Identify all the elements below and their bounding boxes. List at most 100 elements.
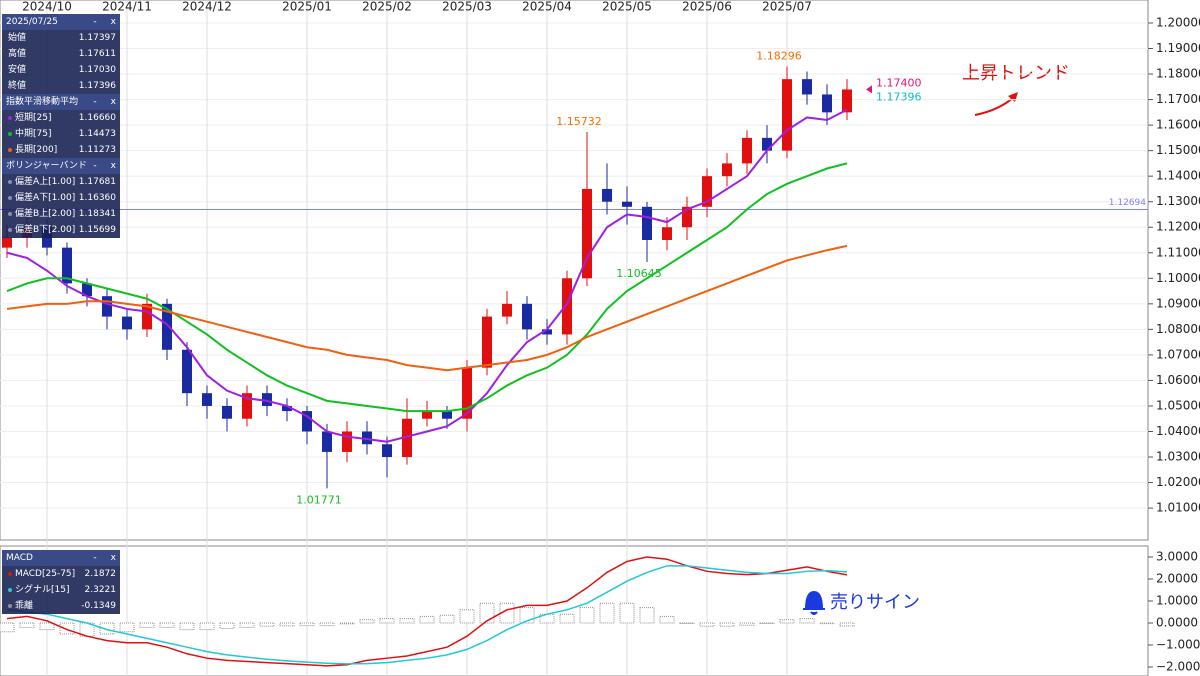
candle-body: [722, 163, 732, 177]
row-label-text: 中期[75]: [15, 129, 52, 139]
candle-body: [342, 431, 352, 452]
candle-body: [202, 393, 212, 406]
panel-row: 偏差A上[1.00] 1.17681: [2, 174, 120, 190]
row-value: 1.17397: [78, 33, 116, 43]
histogram-bar: [579, 607, 595, 624]
bell-icon: [803, 590, 825, 615]
row-value: 1.17396: [78, 81, 116, 91]
histogram-bar: [459, 609, 475, 624]
histogram-bar: [159, 622, 175, 628]
row-label-text: 高値: [8, 49, 27, 59]
panel-row: 短期[25] 1.16660: [2, 110, 120, 126]
panel-row: 終値 1.17396: [2, 78, 120, 94]
row-dot: [8, 572, 12, 576]
extreme-label: 1.10645: [616, 267, 662, 280]
row-dot: [8, 212, 12, 216]
histogram-bar: [619, 602, 635, 624]
candle-body: [402, 418, 412, 458]
panel-row: 偏差B上[2.00] 1.18341: [2, 206, 120, 222]
x-tick-label: 2024/10: [22, 0, 72, 14]
x-tick-label: 2025/03: [442, 0, 492, 14]
row-dot: [8, 588, 12, 592]
row-value: 1.17030: [78, 65, 116, 75]
histogram-bar: [0, 622, 15, 633]
row-label: 始値: [8, 31, 26, 45]
row-label: MACD[25-75]: [8, 567, 75, 581]
row-label: 偏差A上[1.00]: [8, 175, 75, 189]
candle-body: [82, 283, 92, 297]
histogram-bar: [99, 622, 115, 635]
candle-body: [382, 444, 392, 458]
price-mark-label: 1.17400: [876, 76, 922, 89]
candle-body: [282, 405, 292, 412]
candle-body: [842, 89, 852, 113]
candle-body: [262, 393, 272, 406]
candle-body: [682, 206, 692, 228]
panel-header: ボリンジャーバンド - x: [2, 158, 120, 174]
row-dot: [8, 116, 12, 120]
minimize-button[interactable]: -: [93, 97, 97, 107]
histogram-bar: [239, 622, 255, 628]
candle-body: [2, 237, 12, 248]
macd-panel: MACD - x MACD[25-75] 2.1872 シグナル[15] 2.3221 乖離 -…: [2, 550, 120, 614]
panel-row: MACD[25-75] 2.1872: [2, 566, 120, 582]
minimize-button[interactable]: -: [93, 161, 97, 171]
panel-title: 指数平滑移動平均: [6, 97, 79, 107]
close-button[interactable]: x: [110, 161, 116, 171]
panel-row: 始値 1.17397: [2, 30, 120, 46]
minimize-button[interactable]: -: [93, 17, 97, 27]
row-value: 2.3221: [84, 585, 117, 595]
candle-body: [542, 329, 552, 335]
histogram-bar: [679, 622, 695, 624]
panel-controls: -x: [93, 16, 116, 28]
row-value: 1.17681: [78, 177, 116, 187]
ma-line: [6, 108, 848, 443]
panel-header: 指数平滑移動平均 - x: [2, 94, 120, 110]
histogram-bar: [559, 613, 575, 624]
histogram-bar: [199, 622, 215, 631]
panel-row: 乖離 -0.1349: [2, 598, 120, 614]
y-tick-label: −1.0000: [1156, 637, 1200, 651]
y-tick-label: 1.17000: [1156, 92, 1200, 106]
candle-body: [162, 303, 172, 350]
x-tick-label: 2025/04: [522, 0, 572, 14]
panel-row: 偏差B下[2.00] 1.15699: [2, 222, 120, 238]
row-value: 1.16360: [78, 193, 116, 203]
row-label-text: 長期[200]: [15, 145, 58, 155]
panel-controls: -x: [93, 96, 116, 108]
candle-body: [582, 188, 592, 279]
candle-body: [522, 303, 532, 330]
panel-row: 高値 1.17611: [2, 46, 120, 62]
candle-body: [302, 411, 312, 432]
row-label-text: 始値: [8, 33, 27, 43]
histogram-bar: [119, 622, 135, 633]
histogram-bar: [299, 622, 315, 627]
candle-body: [762, 137, 772, 151]
row-label-text: 偏差A下[1.00]: [15, 193, 76, 203]
price-mark-label: 1.17396: [876, 90, 922, 103]
close-button[interactable]: x: [110, 17, 116, 27]
row-dot: [8, 228, 12, 232]
row-label: 偏差A下[1.00]: [8, 191, 75, 205]
macd-line: [6, 565, 848, 665]
macd-frame: [0, 545, 1149, 676]
y-tick-label: 1.20000: [1156, 15, 1200, 29]
candle-body: [482, 316, 492, 368]
close-button[interactable]: x: [110, 97, 116, 107]
y-tick-label: 1.04000: [1156, 424, 1200, 438]
close-button[interactable]: x: [110, 553, 116, 563]
row-label: 終値: [8, 79, 26, 93]
candle-body: [462, 367, 472, 419]
histogram-bar: [139, 622, 155, 628]
y-tick-label: 0.0000: [1156, 615, 1198, 629]
candle-body: [622, 201, 632, 207]
candle-body: [322, 431, 332, 452]
candle-body: [802, 79, 812, 95]
row-value: 2.1872: [84, 569, 117, 579]
candle-body: [362, 431, 372, 445]
histogram-bar: [19, 622, 35, 628]
row-value: 1.17611: [78, 49, 116, 59]
panel-row: 中期[75] 1.14473: [2, 126, 120, 142]
minimize-button[interactable]: -: [93, 553, 97, 563]
